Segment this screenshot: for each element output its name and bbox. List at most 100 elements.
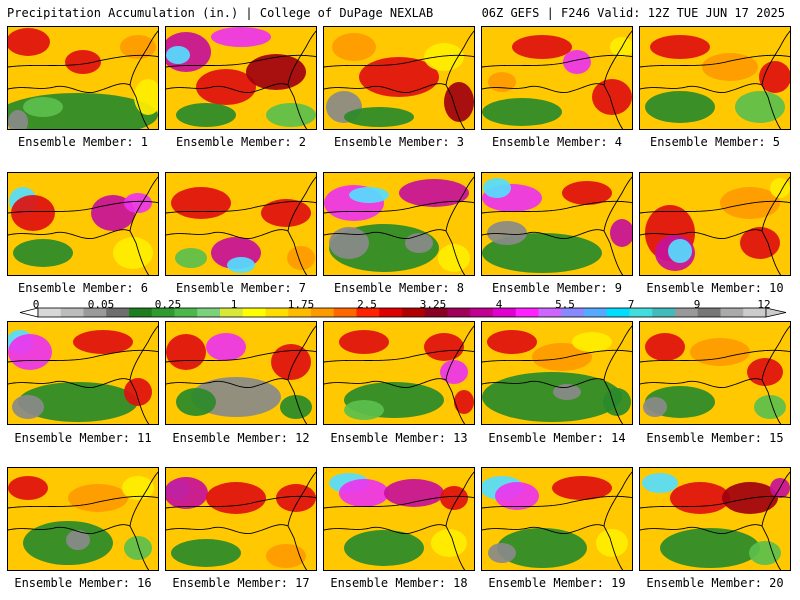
colorbar-swatch (220, 308, 244, 317)
colorbar-swatch (538, 308, 562, 317)
ensemble-map-13 (323, 321, 475, 425)
colorbar-tick-label: 2.5 (357, 298, 377, 311)
coastline (482, 30, 632, 129)
colorbar-swatch (743, 308, 767, 317)
ensemble-map-15 (639, 321, 791, 425)
ensemble-label-5: Ensemble Member: 5 (649, 135, 781, 149)
colorbar-swatch (60, 308, 84, 317)
ensemble-label-10: Ensemble Member: 10 (646, 281, 784, 295)
colorbar-swatch (697, 308, 721, 317)
colorbar-swatch (151, 308, 175, 317)
colorbar-swatch (515, 308, 539, 317)
coastline (8, 30, 158, 129)
coastline (640, 471, 790, 570)
colorbar-swatch (106, 308, 130, 317)
ensemble-label-4: Ensemble Member: 4 (491, 135, 623, 149)
colorbar-tick-label: 1.75 (287, 298, 315, 311)
colorbar-tick-label: 0.05 (87, 298, 115, 311)
coastline (8, 176, 158, 275)
ensemble-map-9 (481, 172, 633, 276)
ensemble-label-12: Ensemble Member: 12 (172, 431, 310, 445)
colorbar-swatch (288, 308, 312, 317)
colorbar-swatch (470, 308, 494, 317)
colorbar-swatch (606, 308, 630, 317)
coastline (482, 471, 632, 570)
colorbar-swatch (561, 308, 585, 317)
colorbar-swatch (652, 308, 676, 317)
colorbar-swatch (720, 308, 744, 317)
colorbar-swatch (493, 308, 517, 317)
ensemble-map-3 (323, 26, 475, 130)
ensemble-map-12 (165, 321, 317, 425)
page-title: Precipitation Accumulation (in.) | Colle… (7, 6, 434, 20)
coastline (166, 176, 316, 275)
ensemble-label-14: Ensemble Member: 14 (488, 431, 626, 445)
colorbar-tick-label: 4 (495, 298, 503, 311)
ensemble-label-11: Ensemble Member: 11 (14, 431, 152, 445)
ensemble-map-16 (7, 467, 159, 571)
colorbar-tick-label: 9 (693, 298, 701, 311)
coastline (482, 325, 632, 424)
ensemble-map-1 (7, 26, 159, 130)
colorbar-tick-label: 1 (230, 298, 238, 311)
colorbar-swatch (584, 308, 608, 317)
coastline (324, 325, 474, 424)
colorbar (19, 307, 787, 318)
ensemble-label-8: Ensemble Member: 8 (333, 281, 465, 295)
colorbar-right-arrow (765, 307, 787, 318)
colorbar-swatch (311, 308, 335, 317)
ensemble-label-13: Ensemble Member: 13 (330, 431, 468, 445)
ensemble-map-20 (639, 467, 791, 571)
coastline (640, 325, 790, 424)
ensemble-label-9: Ensemble Member: 9 (491, 281, 623, 295)
ensemble-label-19: Ensemble Member: 19 (488, 576, 626, 590)
ensemble-label-3: Ensemble Member: 3 (333, 135, 465, 149)
ensemble-map-4 (481, 26, 633, 130)
ensemble-map-2 (165, 26, 317, 130)
ensemble-label-1: Ensemble Member: 1 (17, 135, 149, 149)
colorbar-swatch (333, 308, 357, 317)
colorbar-tick-label: 0 (32, 298, 40, 311)
ensemble-label-16: Ensemble Member: 16 (14, 576, 152, 590)
coastline (166, 30, 316, 129)
coastline (8, 325, 158, 424)
colorbar-tick-label: 12 (757, 298, 771, 311)
colorbar-swatch (83, 308, 107, 317)
colorbar-tick-label: 0.25 (154, 298, 182, 311)
ensemble-map-19 (481, 467, 633, 571)
ensemble-map-6 (7, 172, 159, 276)
ensemble-map-17 (165, 467, 317, 571)
colorbar-swatch (197, 308, 221, 317)
colorbar-tick-label: 7 (627, 298, 635, 311)
ensemble-map-7 (165, 172, 317, 276)
coastline (324, 30, 474, 129)
coastline (166, 325, 316, 424)
colorbar-swatch (447, 308, 471, 317)
colorbar-swatch (174, 308, 198, 317)
colorbar-swatch (424, 308, 448, 317)
ensemble-label-20: Ensemble Member: 20 (646, 576, 784, 590)
coastline (8, 471, 158, 570)
coastline (324, 471, 474, 570)
ensemble-label-6: Ensemble Member: 6 (17, 281, 149, 295)
ensemble-map-18 (323, 467, 475, 571)
coastline (482, 176, 632, 275)
ensemble-label-17: Ensemble Member: 17 (172, 576, 310, 590)
colorbar-tick-label: 5.5 (555, 298, 575, 311)
ensemble-map-11 (7, 321, 159, 425)
ensemble-label-15: Ensemble Member: 15 (646, 431, 784, 445)
colorbar-swatch (242, 308, 266, 317)
ensemble-map-8 (323, 172, 475, 276)
colorbar-swatch (129, 308, 153, 317)
colorbar-tick-label: 3.25 (419, 298, 447, 311)
colorbar-swatch (265, 308, 289, 317)
ensemble-map-10 (639, 172, 791, 276)
colorbar-swatch (38, 308, 62, 317)
colorbar-swatch (379, 308, 403, 317)
coastline (324, 176, 474, 275)
colorbar-swatch (675, 308, 699, 317)
colorbar-swatch (356, 308, 380, 317)
ensemble-map-5 (639, 26, 791, 130)
colorbar-swatch (629, 308, 653, 317)
run-info: 06Z GEFS | F246 Valid: 12Z TUE JUN 17 20… (481, 6, 785, 20)
